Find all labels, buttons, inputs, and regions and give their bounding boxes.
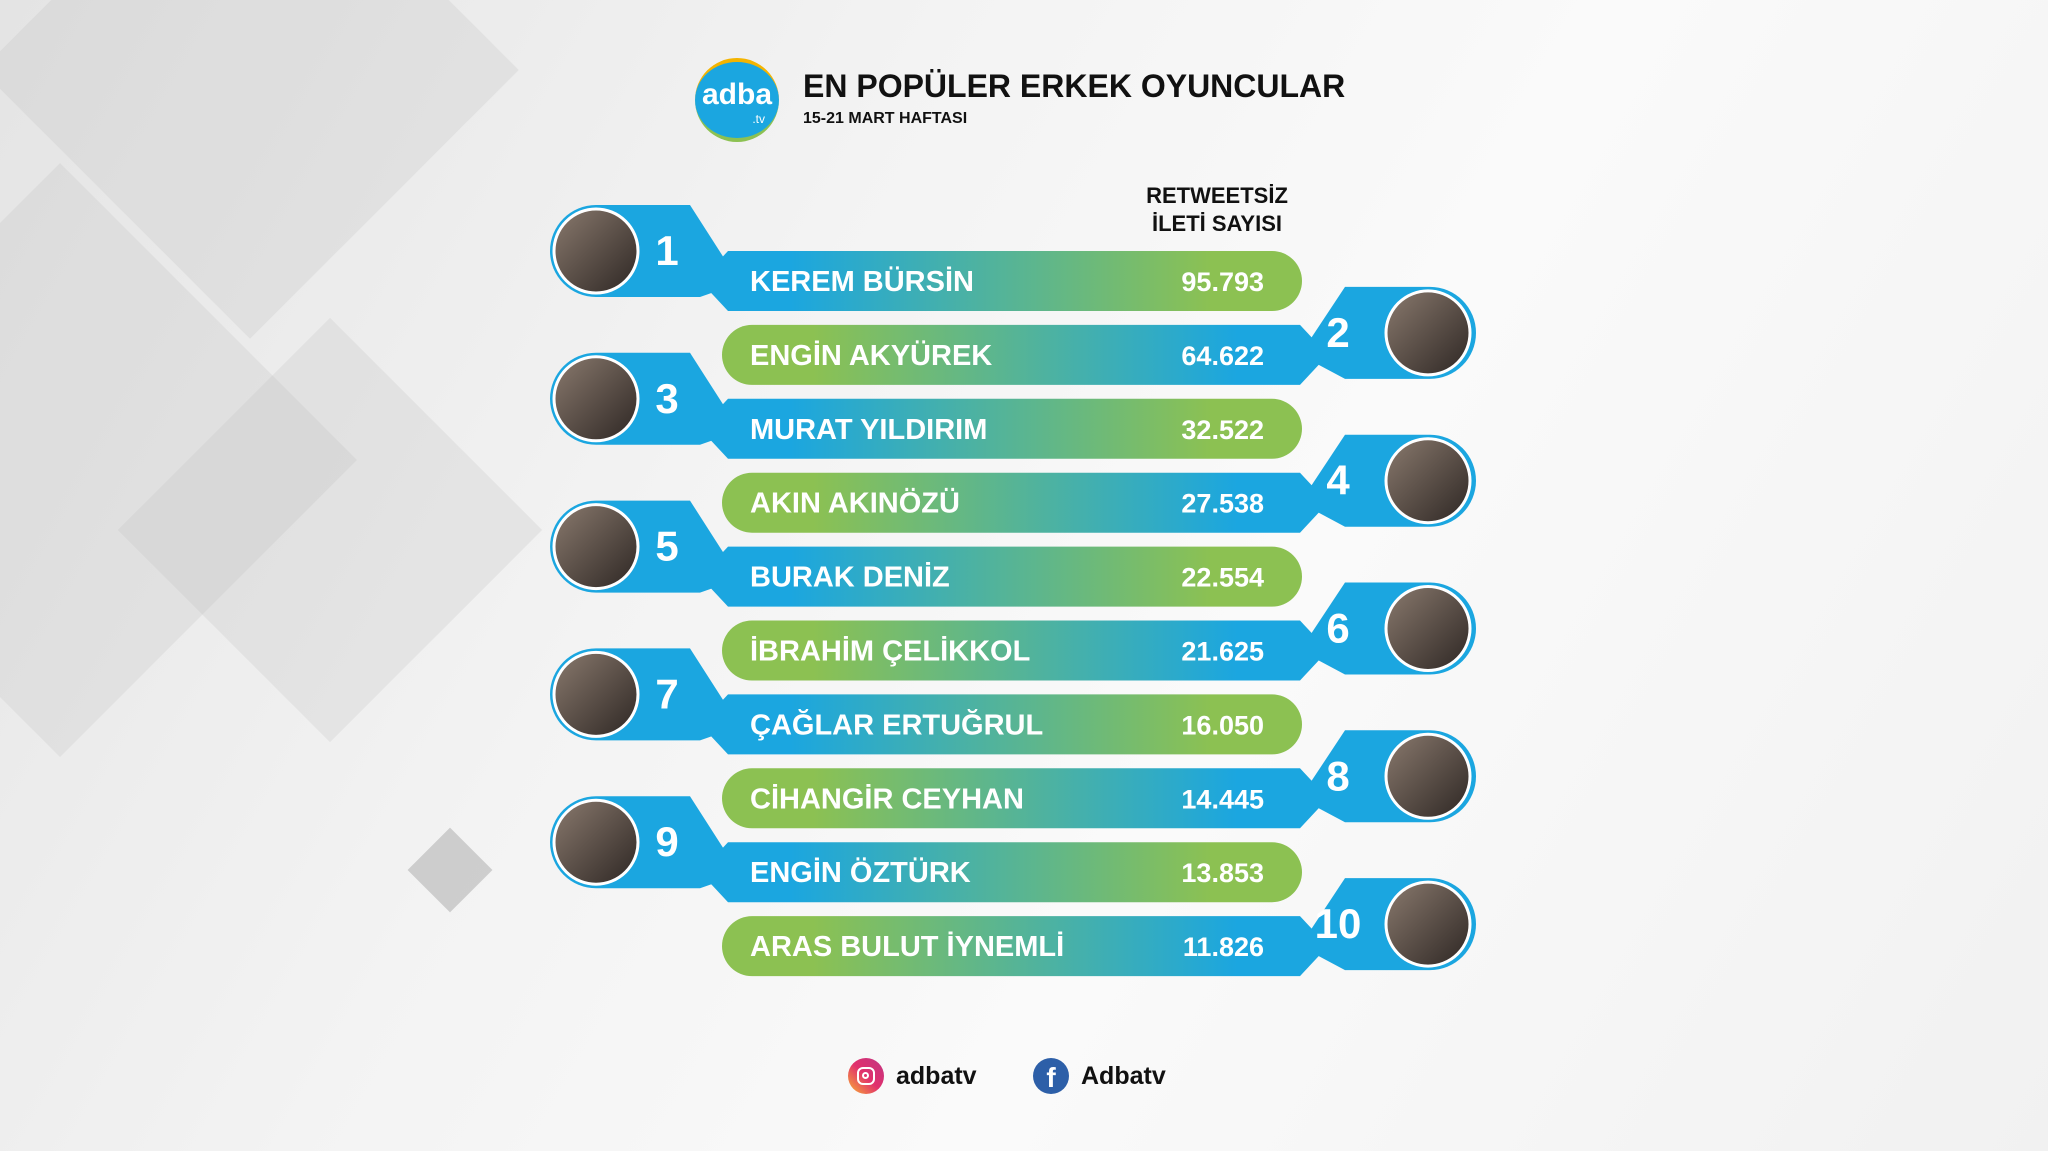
column-header-line2: İLETİ SAYISI xyxy=(1151,211,1282,236)
bar xyxy=(722,768,1328,829)
logo-suffix: .tv xyxy=(752,112,765,126)
ranking-row: 9 ENGİN ÖZTÜRK 13.853 xyxy=(550,796,1302,903)
post-count: 22.554 xyxy=(1181,563,1264,593)
instagram-handle: adbatv xyxy=(896,1061,977,1090)
ranking-row: 7 ÇAĞLAR ERTUĞRUL 16.050 xyxy=(550,648,1302,755)
actor-name: KEREM BÜRSİN xyxy=(750,265,974,298)
rank-number: 2 xyxy=(1326,309,1349,356)
ranking-row: 6 İBRAHİM ÇELİKKOL 21.625 xyxy=(722,582,1477,681)
bar xyxy=(700,694,1302,755)
post-count: 13.853 xyxy=(1181,858,1264,888)
actor-photo xyxy=(1384,585,1472,672)
page-title: EN POPÜLER ERKEK OYUNCULAR xyxy=(803,68,1346,104)
bar xyxy=(700,398,1302,459)
actor-photo xyxy=(552,798,640,886)
actor-name: MURAT YILDIRIM xyxy=(750,414,987,446)
adba-logo: adba .tv xyxy=(695,58,779,142)
facebook-handle: Adbatv xyxy=(1081,1061,1166,1090)
actor-photo xyxy=(1384,289,1472,377)
facebook-icon: f xyxy=(1033,1058,1069,1094)
bar xyxy=(722,324,1328,385)
rank-number: 1 xyxy=(655,227,678,274)
bar xyxy=(700,546,1302,607)
post-count: 32.522 xyxy=(1181,415,1264,445)
actor-name: CİHANGİR CEYHAN xyxy=(750,783,1024,815)
ranking-row: 10 ARAS BULUT İYNEMLİ 11.826 xyxy=(722,878,1477,977)
actor-photo xyxy=(552,207,640,295)
ranking-row: 2 ENGİN AKYÜREK 64.622 xyxy=(722,286,1477,385)
actor-name: ARAS BULUT İYNEMLİ xyxy=(750,931,1064,963)
post-count: 64.622 xyxy=(1181,341,1264,371)
bar xyxy=(722,916,1328,977)
rank-number: 6 xyxy=(1326,605,1349,652)
column-header: RETWEETSİZ İLETİ SAYISI xyxy=(1117,182,1317,238)
actor-name: BURAK DENİZ xyxy=(750,562,950,594)
column-header-line1: RETWEETSİZ xyxy=(1146,183,1288,208)
rank-number: 4 xyxy=(1326,457,1350,504)
rank-number: 10 xyxy=(1315,900,1362,947)
rank-number: 7 xyxy=(655,670,678,717)
ranking-row: 5 BURAK DENİZ 22.554 xyxy=(550,500,1302,607)
actor-photo xyxy=(552,650,640,738)
logo-text: adba xyxy=(701,78,773,111)
post-count: 95.793 xyxy=(1181,267,1264,297)
rank-number: 5 xyxy=(655,523,678,570)
post-count: 27.538 xyxy=(1181,489,1264,519)
post-count: 16.050 xyxy=(1181,710,1264,740)
bar xyxy=(700,842,1302,903)
facebook-link[interactable]: f Adbatv xyxy=(1033,1058,1166,1094)
post-count: 11.826 xyxy=(1183,932,1264,962)
bar xyxy=(722,620,1328,681)
bar xyxy=(700,251,1302,311)
post-count: 14.445 xyxy=(1181,784,1264,814)
page-subtitle: 15-21 MART HAFTASI xyxy=(803,110,968,127)
rank-number: 8 xyxy=(1326,752,1349,799)
actor-name: ENGİN ÖZTÜRK xyxy=(750,856,971,889)
actor-name: ÇAĞLAR ERTUĞRUL xyxy=(750,707,1043,741)
actor-photo xyxy=(1384,437,1472,525)
actor-name: AKIN AKINÖZÜ xyxy=(750,487,960,520)
actor-name: ENGİN AKYÜREK xyxy=(750,339,992,372)
actor-photo xyxy=(552,503,640,591)
instagram-link[interactable]: adbatv xyxy=(848,1058,977,1094)
actor-photo xyxy=(1384,732,1472,820)
bar xyxy=(722,472,1328,533)
actor-photo xyxy=(1384,880,1472,968)
instagram-icon xyxy=(848,1058,884,1094)
ranking-row: 1 KEREM BÜRSİN 95.793 xyxy=(550,205,1302,311)
rank-number: 9 xyxy=(655,818,678,865)
ranking-row: 8 CİHANGİR CEYHAN 14.445 xyxy=(722,730,1477,829)
post-count: 21.625 xyxy=(1181,637,1264,667)
rank-number: 3 xyxy=(655,375,678,422)
ranking-row: 3 MURAT YILDIRIM 32.522 xyxy=(550,352,1302,459)
ranking-row: 4 AKIN AKINÖZÜ 27.538 xyxy=(722,434,1477,533)
actor-name: İBRAHİM ÇELİKKOL xyxy=(750,636,1030,668)
actor-photo xyxy=(552,355,640,443)
